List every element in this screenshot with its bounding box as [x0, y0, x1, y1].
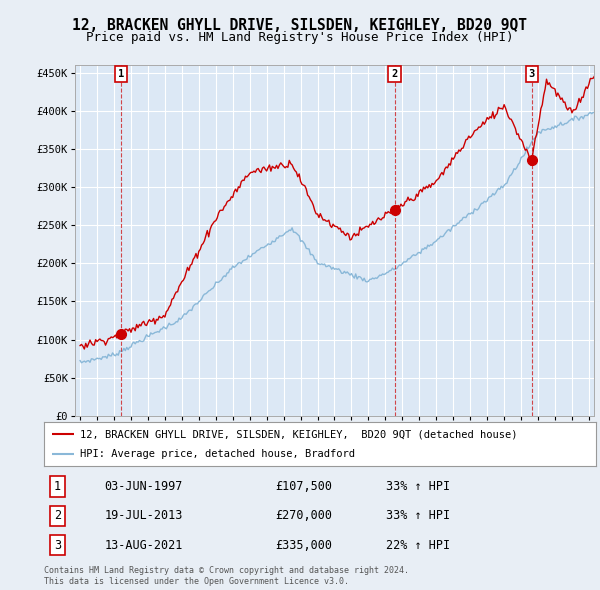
Text: 1: 1: [118, 68, 124, 78]
Text: 1: 1: [54, 480, 61, 493]
Text: 12, BRACKEN GHYLL DRIVE, SILSDEN, KEIGHLEY, BD20 9QT: 12, BRACKEN GHYLL DRIVE, SILSDEN, KEIGHL…: [73, 18, 527, 32]
Text: £270,000: £270,000: [275, 509, 332, 523]
Text: 19-JUL-2013: 19-JUL-2013: [104, 509, 183, 523]
Text: 3: 3: [529, 68, 535, 78]
Text: 22% ↑ HPI: 22% ↑ HPI: [386, 539, 450, 552]
Text: 2: 2: [54, 509, 61, 523]
Text: HPI: Average price, detached house, Bradford: HPI: Average price, detached house, Brad…: [80, 449, 355, 458]
Text: 13-AUG-2021: 13-AUG-2021: [104, 539, 183, 552]
Text: £107,500: £107,500: [275, 480, 332, 493]
Text: 03-JUN-1997: 03-JUN-1997: [104, 480, 183, 493]
Text: This data is licensed under the Open Government Licence v3.0.: This data is licensed under the Open Gov…: [44, 577, 349, 586]
Text: £335,000: £335,000: [275, 539, 332, 552]
Text: 33% ↑ HPI: 33% ↑ HPI: [386, 480, 450, 493]
Text: 3: 3: [54, 539, 61, 552]
Text: 33% ↑ HPI: 33% ↑ HPI: [386, 509, 450, 523]
Text: 12, BRACKEN GHYLL DRIVE, SILSDEN, KEIGHLEY,  BD20 9QT (detached house): 12, BRACKEN GHYLL DRIVE, SILSDEN, KEIGHL…: [80, 430, 517, 439]
Text: 2: 2: [391, 68, 398, 78]
Text: Contains HM Land Registry data © Crown copyright and database right 2024.: Contains HM Land Registry data © Crown c…: [44, 566, 409, 575]
Text: Price paid vs. HM Land Registry's House Price Index (HPI): Price paid vs. HM Land Registry's House …: [86, 31, 514, 44]
